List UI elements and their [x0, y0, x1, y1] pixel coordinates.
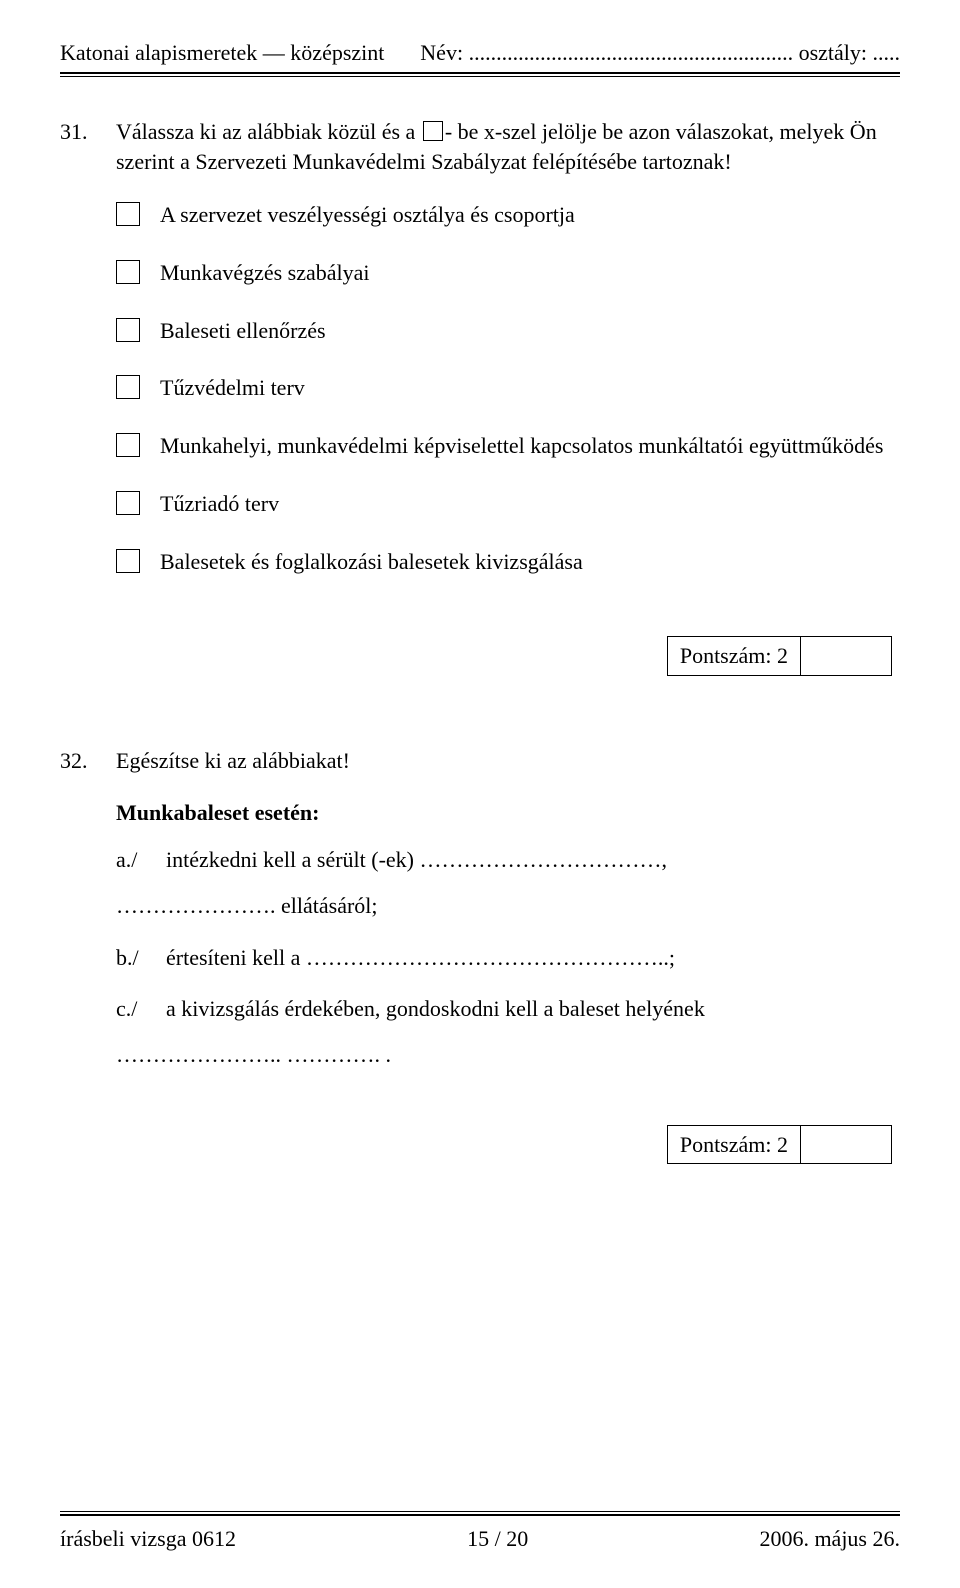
name-label: Név: [420, 40, 463, 65]
option-text: Tűzvédelmi terv [160, 373, 900, 403]
footer-center: 15 / 20 [467, 1526, 528, 1552]
q32-b-line: értesíteni kell a …………………………………………..; [166, 943, 675, 973]
page-header: Katonai alapismeretek — középszint Név: … [60, 40, 900, 68]
q31-options: A szervezet veszélyességi osztálya és cs… [116, 200, 900, 576]
inline-checkbox-icon [423, 121, 443, 141]
q32-a-text: intézkedni kell a sérült (-ek) ………………………… [166, 845, 667, 875]
option-row: Munkavégzés szabályai [116, 258, 900, 288]
checkbox-icon[interactable] [116, 491, 140, 515]
option-row: Munkahelyi, munkavédelmi képviselettel k… [116, 431, 900, 461]
class-dots: ..... [873, 40, 901, 65]
sub-key-a: a./ [116, 845, 150, 875]
checkbox-icon[interactable] [116, 318, 140, 342]
header-rule-thick [60, 72, 900, 74]
page-footer: írásbeli vizsga 0612 15 / 20 2006. május… [60, 1511, 900, 1552]
option-row: Balesetek és foglalkozási balesetek kivi… [116, 547, 900, 577]
score-label: Pontszám: 2 [668, 1126, 801, 1164]
option-text: Tűzriadó terv [160, 489, 900, 519]
option-row: Tűzvédelmi terv [116, 373, 900, 403]
checkbox-icon[interactable] [116, 433, 140, 457]
header-rule-thin [60, 76, 900, 77]
q31-score: Pontszám: 2 [60, 636, 892, 676]
q32-c-line2-text: ………………….. …………. . [116, 1042, 391, 1067]
option-text: A szervezet veszélyességi osztálya és cs… [160, 200, 900, 230]
checkbox-icon[interactable] [116, 260, 140, 284]
q32-c-line2: ………………….. …………. . [116, 1040, 900, 1070]
q32-c: c./ a kivizsgálás érdekében, gondoskodni… [116, 994, 900, 1024]
score-blank [801, 1126, 891, 1164]
footer-row: írásbeli vizsga 0612 15 / 20 2006. május… [60, 1526, 900, 1552]
q32-a-line1: intézkedni kell a sérült (-ek) ………………………… [166, 847, 667, 872]
q32-body: Munkabaleset esetén: a./ intézkedni kell… [116, 798, 900, 1070]
option-text: Baleseti ellenőrzés [160, 316, 900, 346]
q32-c-line1: a kivizsgálás érdekében, gondoskodni kel… [166, 994, 705, 1024]
page-body: 31. Válassza ki az alábbiak közül és a -… [60, 117, 900, 1164]
q31-text-a: Válassza ki az alábbiak közül és a [116, 119, 421, 144]
header-name-class: Név: ...................................… [420, 40, 900, 66]
q32-score: Pontszám: 2 [60, 1125, 892, 1165]
exam-page: Katonai alapismeretek — középszint Név: … [0, 0, 960, 1588]
question-text: Válassza ki az alábbiak közül és a - be … [116, 117, 900, 176]
header-subject: Katonai alapismeretek — középszint [60, 40, 384, 66]
option-row: A szervezet veszélyességi osztálya és cs… [116, 200, 900, 230]
score-box: Pontszám: 2 [667, 636, 892, 676]
sub-key-b: b./ [116, 943, 150, 973]
option-text: Munkavégzés szabályai [160, 258, 900, 288]
checkbox-icon[interactable] [116, 375, 140, 399]
class-label: osztály: [799, 40, 867, 65]
name-dots: ........................................… [469, 40, 794, 65]
score-blank [801, 637, 891, 675]
option-text: Balesetek és foglalkozási balesetek kivi… [160, 547, 900, 577]
question-number: 31. [60, 117, 102, 147]
q32-a: a./ intézkedni kell a sérült (-ek) ……………… [116, 845, 900, 875]
checkbox-icon[interactable] [116, 549, 140, 573]
question-31: 31. Válassza ki az alábbiak közül és a -… [60, 117, 900, 176]
question-32: 32. Egészítse ki az alábbiakat! Munkabal… [60, 746, 900, 1165]
footer-rule-thick [60, 1514, 900, 1516]
checkbox-icon[interactable] [116, 202, 140, 226]
footer-left: írásbeli vizsga 0612 [60, 1526, 236, 1552]
sub-key-c: c./ [116, 994, 150, 1024]
score-box: Pontszám: 2 [667, 1125, 892, 1165]
q32-header: 32. Egészítse ki az alábbiakat! [60, 746, 900, 776]
option-row: Tűzriadó terv [116, 489, 900, 519]
question-number: 32. [60, 746, 102, 776]
footer-right: 2006. május 26. [759, 1526, 900, 1552]
footer-rule-thin [60, 1511, 900, 1512]
score-label: Pontszám: 2 [668, 637, 801, 675]
q32-title: Egészítse ki az alábbiakat! [116, 746, 900, 776]
q32-b: b./ értesíteni kell a …………………………………………..… [116, 943, 900, 973]
q32-subtitle: Munkabaleset esetén: [116, 798, 900, 828]
option-text: Munkahelyi, munkavédelmi képviselettel k… [160, 431, 900, 461]
q32-a-line2: …………………. ellátásáról; [116, 891, 900, 921]
option-row: Baleseti ellenőrzés [116, 316, 900, 346]
